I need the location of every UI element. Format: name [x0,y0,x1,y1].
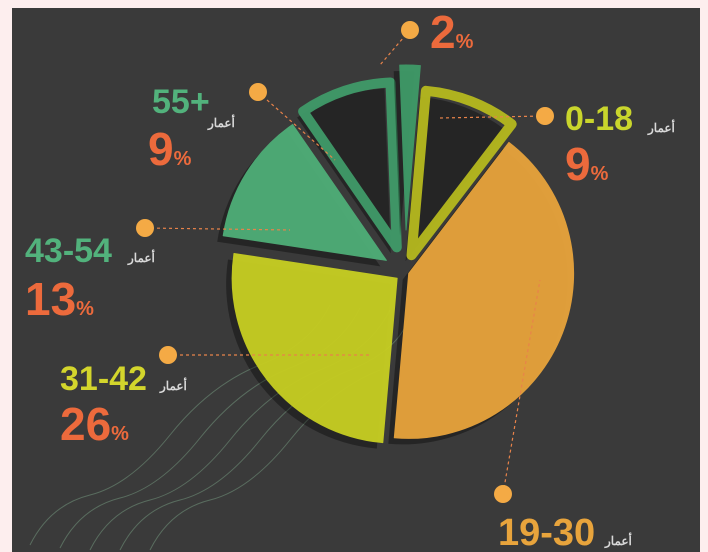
value-suffix: % [111,423,129,445]
value-number: 9 [565,138,591,190]
chart: 0-18 أعمار 9% 19-30 أعمار 31-42 أعمار 26% 43-54 أ… [0,0,708,552]
label-dot [536,107,554,125]
category-word: أعمار [647,120,675,136]
page: 0-18 أعمار 9% 19-30 أعمار 31-42 أعمار 26% 43-54 أ… [0,0,708,552]
label-dot [249,83,267,101]
category-word: أعمار [604,533,632,549]
category-label: 0-18 [565,100,633,138]
value-suffix: % [174,148,192,170]
category-word: أعمار [159,378,187,394]
value-number: 2 [430,6,456,58]
label-dot [136,219,154,237]
label-dot [159,346,177,364]
category-word: أعمار [127,250,155,266]
value-number: 26 [60,398,111,450]
category-label: 31-42 [60,360,147,398]
value-suffix: % [76,298,94,320]
category-word: أعمار [207,115,235,131]
value-suffix: % [591,163,609,185]
category-label: 43-54 [25,232,112,270]
value-number: 9 [148,123,174,175]
value-number: 13 [25,273,76,325]
label-dot [494,485,512,503]
category-label: 55+ [152,83,210,121]
label-dot [401,21,419,39]
category-label: 19-30 [498,512,595,552]
value-suffix: % [456,31,474,53]
